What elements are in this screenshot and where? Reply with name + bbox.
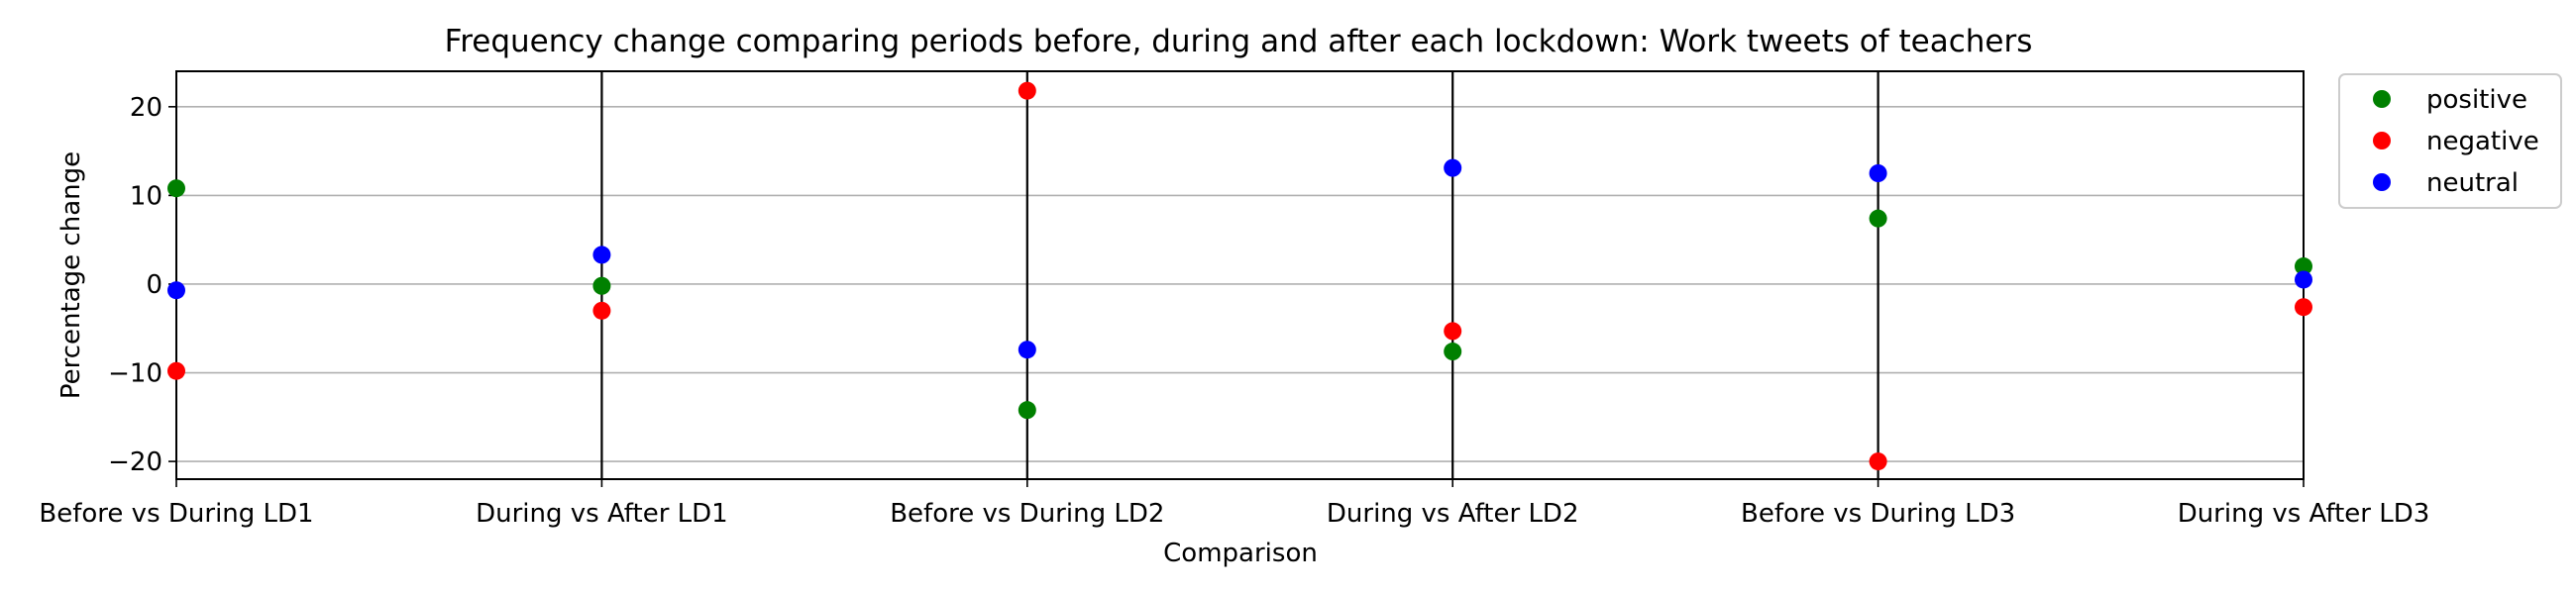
data-point-negative (1444, 322, 1462, 341)
data-point-neutral (1444, 158, 1462, 177)
data-point-neutral (2295, 270, 2312, 289)
data-points (167, 81, 2312, 471)
x-tick-label: During vs After LD2 (1327, 499, 1579, 529)
legend-marker-positive (2373, 90, 2391, 108)
y-tick-label: 0 (146, 270, 162, 300)
data-point-neutral (167, 281, 185, 300)
grid-lines (176, 106, 2304, 462)
data-point-positive (2295, 257, 2312, 276)
data-point-positive (1018, 401, 1036, 420)
x-tick-label: Before vs During LD3 (1741, 499, 2015, 529)
x-tick-label: During vs After LD3 (2178, 499, 2430, 529)
data-point-positive (167, 179, 185, 198)
legend-label-positive: positive (2426, 85, 2527, 115)
data-point-negative (2295, 298, 2312, 317)
x-axis-label: Comparison (1163, 539, 1318, 568)
plot-frame (175, 70, 2305, 480)
x-axis-ticks: Before vs During LD1 During vs After LD1 B… (39, 479, 2429, 529)
data-point-positive (1869, 209, 1887, 228)
data-point-neutral (592, 246, 611, 264)
y-tick-label: −10 (108, 359, 162, 389)
legend-label-neutral: neutral (2426, 168, 2519, 198)
x-tick-label: During vs After LD1 (476, 499, 728, 529)
data-point-negative (167, 361, 185, 380)
vertical-lines (600, 71, 1879, 479)
data-point-negative (592, 301, 611, 320)
data-point-positive (1444, 343, 1462, 361)
legend-label-negative: negative (2426, 127, 2539, 156)
data-point-neutral (1869, 164, 1887, 182)
y-axis-ticks: −20 −10 0 10 20 (108, 93, 176, 477)
y-axis-label: Percentage change (56, 151, 86, 399)
y-tick-label: 10 (130, 181, 162, 211)
data-point-negative (1018, 81, 1036, 100)
data-point-negative (1869, 452, 1887, 471)
data-point-positive (592, 276, 611, 295)
x-tick-label: Before vs During LD1 (39, 499, 313, 529)
y-tick-label: −20 (108, 447, 162, 477)
chart-title: Frequency change comparing periods befor… (445, 24, 2033, 59)
legend: positive negative neutral (2338, 73, 2562, 209)
y-tick-label: 20 (130, 93, 162, 123)
legend-box (2338, 73, 2562, 209)
legend-marker-negative (2373, 132, 2391, 149)
legend-marker-neutral (2373, 173, 2391, 191)
data-point-neutral (1018, 341, 1036, 359)
x-tick-label: Before vs During LD2 (890, 499, 1164, 529)
